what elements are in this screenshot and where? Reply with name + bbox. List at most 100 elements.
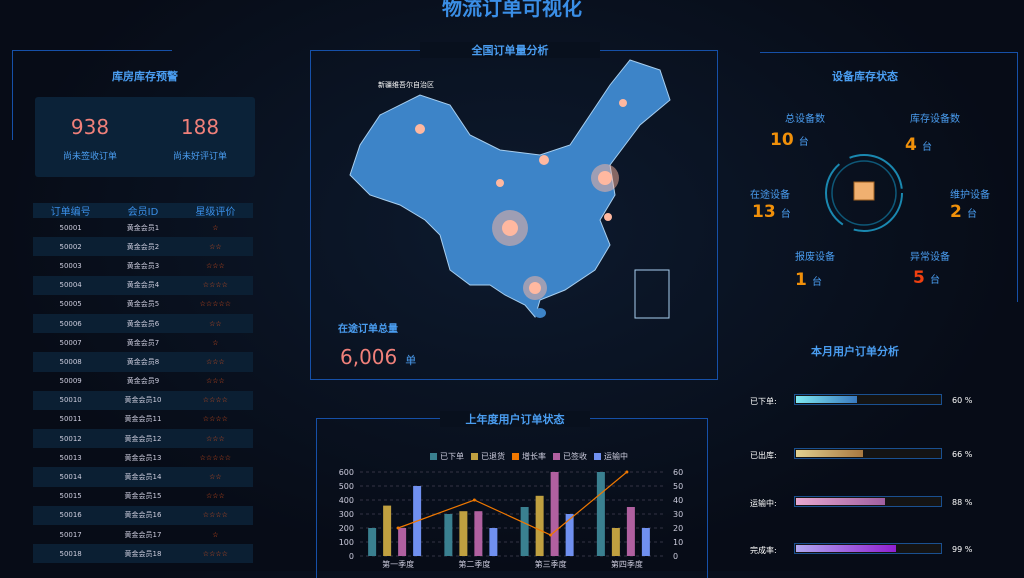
member-id: 黄金会员12 xyxy=(108,429,178,449)
star-rating: ☆☆ xyxy=(177,467,253,487)
y-tick-label: 500 xyxy=(339,482,354,491)
table-row[interactable]: 50002 黄金会员2 ☆☆ xyxy=(33,237,253,257)
legend-item[interactable]: 已下单 xyxy=(430,451,464,462)
bar xyxy=(535,495,544,556)
star-rating: ☆☆☆☆☆ xyxy=(199,453,232,462)
device-count: 10 xyxy=(770,130,794,150)
legend-item[interactable]: 增长率 xyxy=(512,451,546,462)
total-label: 在途订单总量 xyxy=(338,324,398,335)
y2-tick-label: 40 xyxy=(673,496,683,505)
order-id: 50003 xyxy=(59,261,82,270)
progress-percent: 66 % xyxy=(952,450,973,459)
growth-rate-line xyxy=(397,471,628,536)
order-id: 50006 xyxy=(33,313,109,334)
table-row[interactable]: 50014 黄金会员14 ☆☆ xyxy=(33,467,253,487)
progress-label: 已下单: xyxy=(750,397,777,406)
china-map[interactable] xyxy=(340,55,680,355)
unsigned-count: 938 xyxy=(70,115,110,139)
table-row[interactable]: 50018 黄金会员18 ☆☆☆☆ xyxy=(33,544,253,564)
progress-track xyxy=(794,496,942,507)
legend-swatch xyxy=(471,453,478,460)
table-row[interactable]: 50011 黄金会员11 ☆☆☆☆ xyxy=(33,410,253,429)
device-count: 4 xyxy=(905,135,917,155)
device-frame xyxy=(760,52,1018,302)
table-row[interactable]: 50015 黄金会员15 ☆☆☆ xyxy=(33,487,253,506)
order-id: 50002 xyxy=(33,237,109,257)
hotspot xyxy=(415,124,425,134)
y-tick-label: 100 xyxy=(339,538,354,547)
total-unit: 单 xyxy=(405,354,417,367)
table-row[interactable]: 50001 黄金会员1 ☆ xyxy=(33,218,253,237)
device-label: 库存设备数 xyxy=(910,114,960,125)
table-row[interactable]: 50012 黄金会员12 ☆☆☆ xyxy=(33,429,253,449)
member-id: 黄金会员2 xyxy=(108,237,178,257)
x-tick-label: 第二季度 xyxy=(458,559,490,569)
order-id: 50004 xyxy=(33,275,109,295)
page-title: 物流订单可视化 xyxy=(442,0,582,20)
line-point xyxy=(472,498,476,502)
table-row[interactable]: 50006 黄金会员6 ☆☆ xyxy=(33,313,253,334)
hainan-island xyxy=(534,308,546,318)
order-id: 50005 xyxy=(59,300,82,309)
total-stat: 6,006 单 xyxy=(340,345,416,369)
member-id: 黄金会员5 xyxy=(126,300,160,309)
hotspot xyxy=(598,171,612,185)
total-value: 6,006 xyxy=(340,345,398,369)
legend-item[interactable]: 运输中 xyxy=(594,451,628,462)
warehouse-title: 库房库存预警 xyxy=(112,70,178,83)
table-row[interactable]: 50013 黄金会员13 ☆☆☆☆☆ xyxy=(33,448,253,467)
line-point xyxy=(625,470,629,474)
device-label: 异常设备 xyxy=(910,252,950,263)
device-label: 在途设备 xyxy=(750,190,790,201)
device-unit: 台 xyxy=(811,277,822,288)
star-rating: ☆☆☆☆ xyxy=(202,415,228,424)
table-row[interactable]: 50007 黄金会员7 ☆ xyxy=(33,333,253,352)
device-label: 报废设备 xyxy=(795,252,835,263)
order-id: 50012 xyxy=(33,429,109,449)
progress-row: 已下单: 60 % xyxy=(750,394,990,407)
monthly-title: 本月用户订单分析 xyxy=(811,345,899,358)
order-id: 50010 xyxy=(33,390,109,410)
progress-percent: 88 % xyxy=(952,498,973,507)
device-label: 总设备数 xyxy=(785,114,825,125)
bar xyxy=(474,511,483,556)
table-row[interactable]: 50017 黄金会员17 ☆ xyxy=(33,525,253,544)
legend-item[interactable]: 已签收 xyxy=(553,451,587,462)
progress-row: 已出库: 66 % xyxy=(750,448,990,461)
device-unit: 台 xyxy=(929,275,940,286)
table-row[interactable]: 50004 黄金会员4 ☆☆☆☆ xyxy=(33,275,253,295)
star-rating: ☆ xyxy=(212,338,219,347)
progress-fill xyxy=(796,396,857,403)
bar xyxy=(596,472,605,556)
device-count: 1 xyxy=(795,270,807,290)
bar xyxy=(550,472,559,556)
star-rating: ☆☆ xyxy=(177,313,253,334)
table-row[interactable]: 50016 黄金会员16 ☆☆☆☆ xyxy=(33,505,253,525)
y-tick-label: 0 xyxy=(349,552,354,561)
order-id: 50015 xyxy=(59,492,82,501)
table-row[interactable]: 50005 黄金会员5 ☆☆☆☆☆ xyxy=(33,295,253,314)
table-row[interactable]: 50010 黄金会员10 ☆☆☆☆ xyxy=(33,390,253,410)
bar xyxy=(383,505,392,556)
y2-tick-label: 30 xyxy=(673,510,683,519)
order-id: 50013 xyxy=(59,453,82,462)
panel-frame xyxy=(12,50,172,140)
star-rating: ☆☆☆ xyxy=(205,261,225,270)
order-id: 50001 xyxy=(59,223,82,232)
y-tick-label: 300 xyxy=(339,510,354,519)
device-unit: 台 xyxy=(966,209,977,220)
member-id: 黄金会员3 xyxy=(126,261,160,270)
box-icon xyxy=(853,181,875,201)
table-row[interactable]: 50008 黄金会员8 ☆☆☆ xyxy=(33,352,253,372)
bar xyxy=(444,514,453,556)
member-id: 黄金会员8 xyxy=(108,352,178,372)
legend-item[interactable]: 已退货 xyxy=(471,451,505,462)
table-row[interactable]: 50003 黄金会员3 ☆☆☆ xyxy=(33,256,253,275)
y-tick-label: 400 xyxy=(339,496,354,505)
member-id: 黄金会员11 xyxy=(124,415,162,424)
star-rating: ☆☆☆ xyxy=(177,352,253,372)
progress-fill xyxy=(796,545,897,552)
device-ring xyxy=(825,154,903,232)
table-row[interactable]: 50009 黄金会员9 ☆☆☆ xyxy=(33,372,253,391)
bar xyxy=(626,507,635,556)
